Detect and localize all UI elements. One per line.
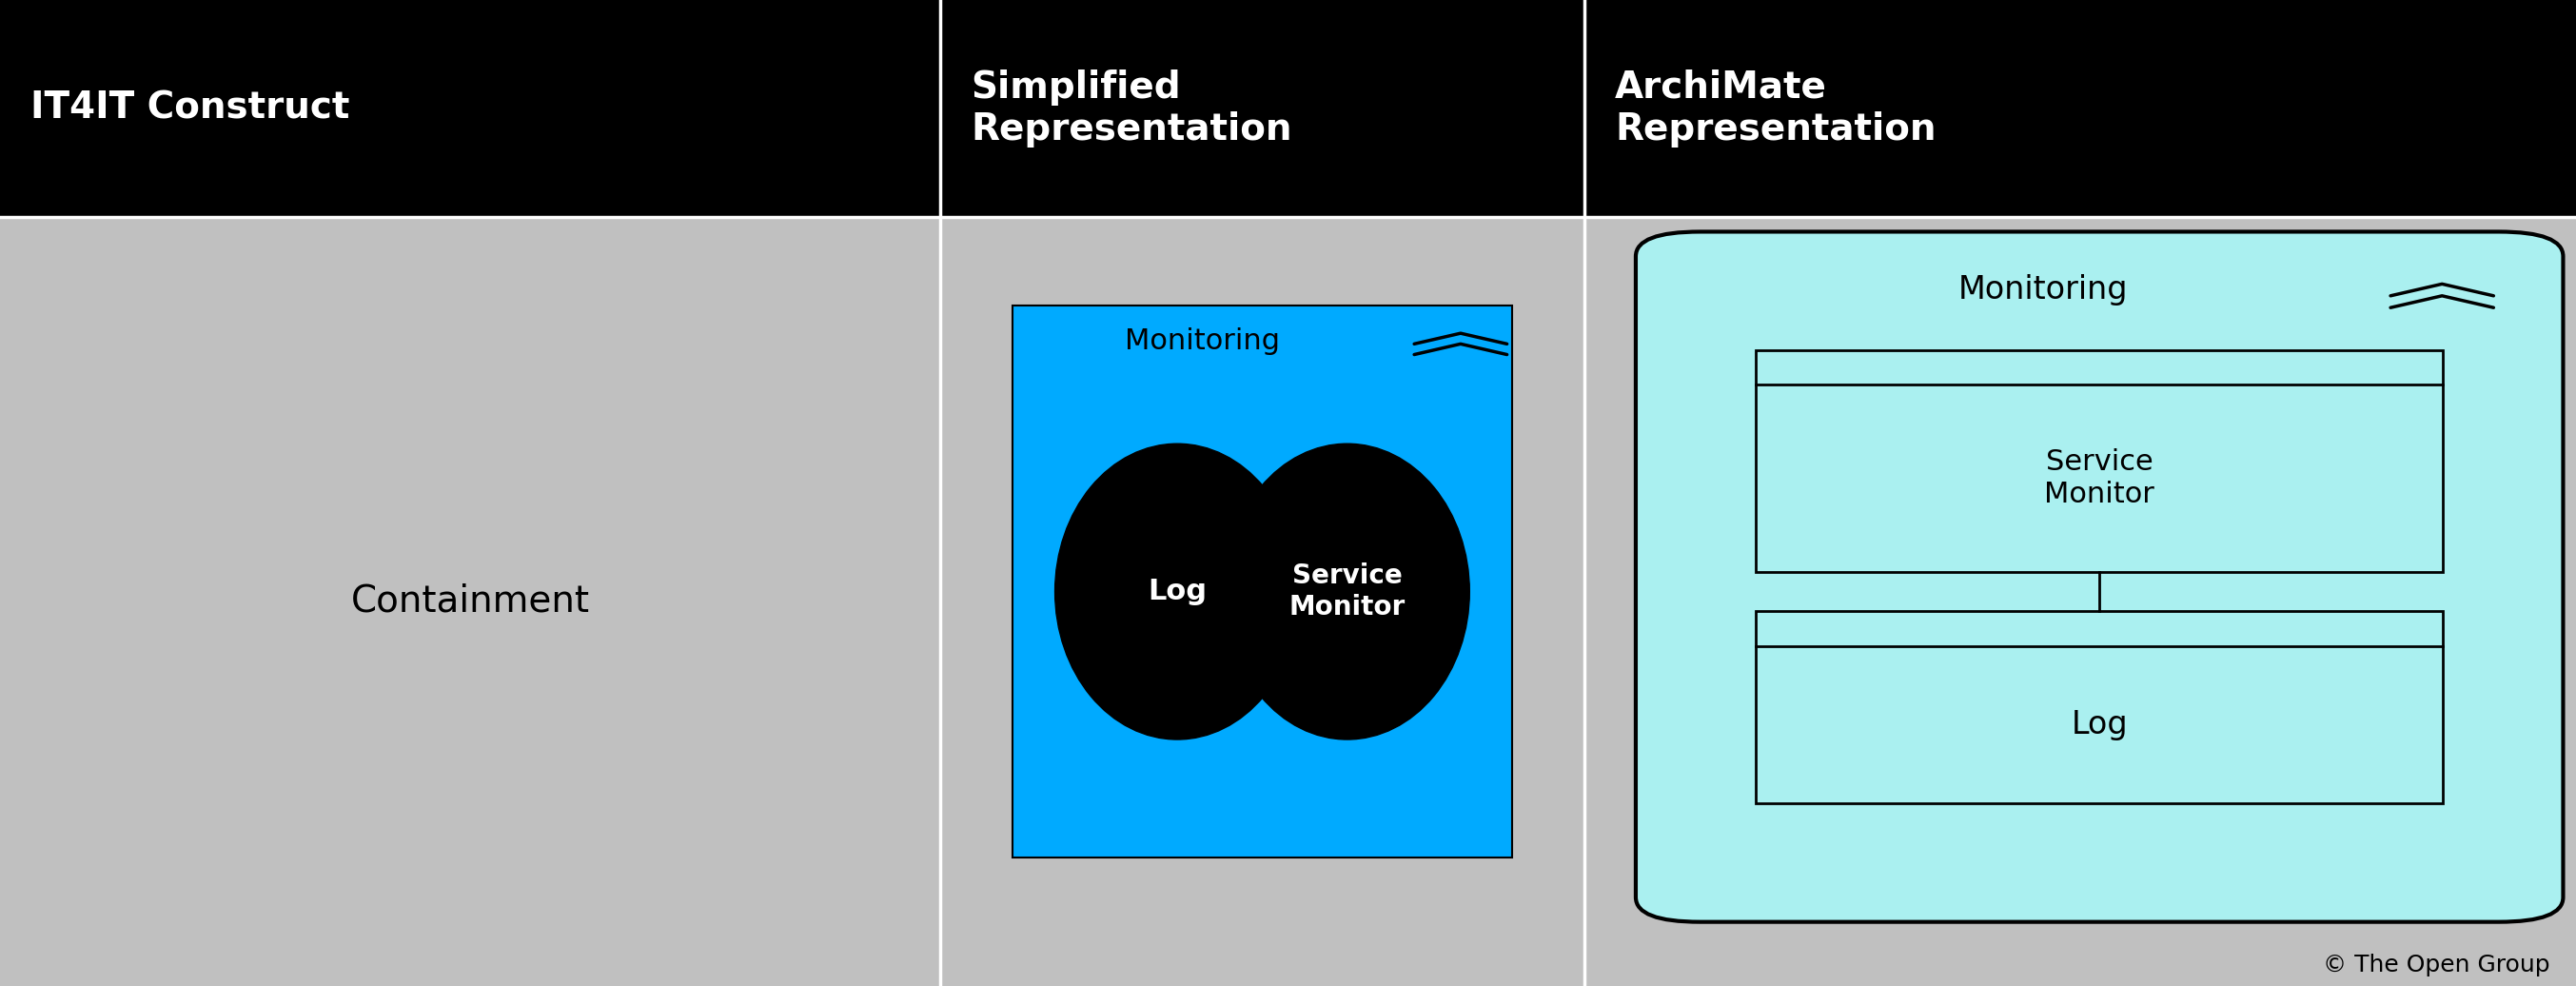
FancyBboxPatch shape [0, 0, 940, 217]
Text: Log: Log [1149, 578, 1206, 605]
Text: Monitoring: Monitoring [1126, 327, 1280, 355]
FancyBboxPatch shape [1012, 306, 1512, 858]
FancyBboxPatch shape [1584, 0, 2576, 217]
FancyBboxPatch shape [1636, 232, 2563, 922]
Text: Service
Monitor: Service Monitor [2045, 449, 2154, 508]
FancyBboxPatch shape [1757, 611, 2442, 804]
Text: Containment: Containment [350, 584, 590, 619]
Text: IT4IT Construct: IT4IT Construct [31, 91, 350, 126]
Text: Log: Log [2071, 709, 2128, 740]
FancyBboxPatch shape [1757, 350, 2442, 572]
FancyBboxPatch shape [940, 0, 1584, 217]
Text: Monitoring: Monitoring [1958, 274, 2128, 306]
Ellipse shape [1056, 444, 1301, 740]
Text: © The Open Group: © The Open Group [2324, 953, 2550, 976]
Text: Simplified
Representation: Simplified Representation [971, 69, 1293, 148]
Text: Service
Monitor: Service Monitor [1288, 563, 1406, 620]
Text: ArchiMate
Representation: ArchiMate Representation [1615, 69, 1937, 148]
Ellipse shape [1224, 444, 1468, 740]
